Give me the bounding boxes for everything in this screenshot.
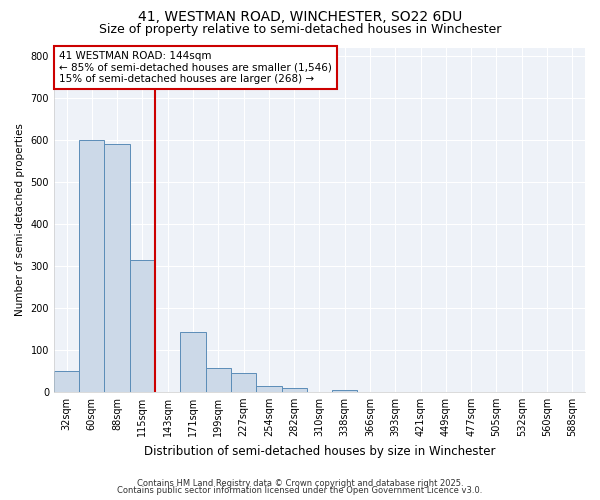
- Text: Contains HM Land Registry data © Crown copyright and database right 2025.: Contains HM Land Registry data © Crown c…: [137, 478, 463, 488]
- Y-axis label: Number of semi-detached properties: Number of semi-detached properties: [15, 123, 25, 316]
- Bar: [79, 140, 104, 392]
- Text: Size of property relative to semi-detached houses in Winchester: Size of property relative to semi-detach…: [99, 22, 501, 36]
- Bar: [104, 144, 130, 392]
- Text: 41, WESTMAN ROAD, WINCHESTER, SO22 6DU: 41, WESTMAN ROAD, WINCHESTER, SO22 6DU: [138, 10, 462, 24]
- X-axis label: Distribution of semi-detached houses by size in Winchester: Distribution of semi-detached houses by …: [144, 444, 495, 458]
- Text: Contains public sector information licensed under the Open Government Licence v3: Contains public sector information licen…: [118, 486, 482, 495]
- Bar: [332, 390, 358, 392]
- Bar: [130, 260, 155, 392]
- Text: 41 WESTMAN ROAD: 144sqm
← 85% of semi-detached houses are smaller (1,546)
15% of: 41 WESTMAN ROAD: 144sqm ← 85% of semi-de…: [59, 51, 332, 84]
- Bar: [231, 374, 256, 392]
- Bar: [256, 386, 281, 392]
- Bar: [181, 332, 206, 392]
- Bar: [206, 368, 231, 392]
- Bar: [54, 371, 79, 392]
- Bar: [281, 388, 307, 392]
